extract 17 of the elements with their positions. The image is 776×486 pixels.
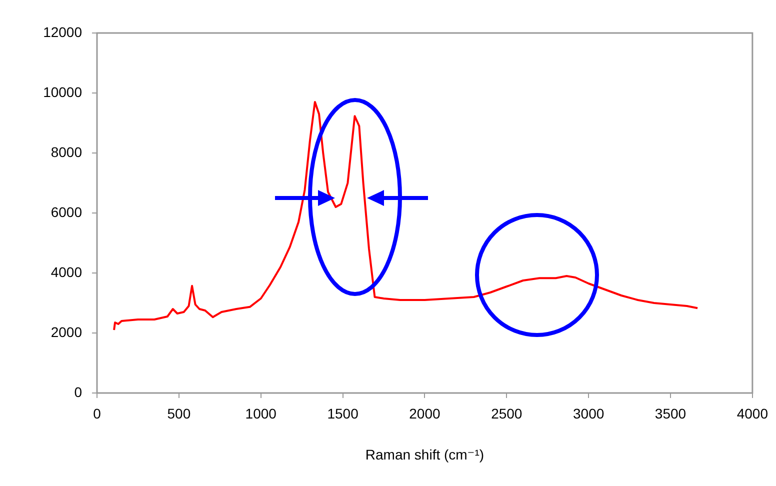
x-axis-title: Raman shift (cm⁻¹) — [365, 446, 484, 462]
y-tick-label: 8000 — [50, 144, 82, 160]
x-tick-label: 4000 — [736, 405, 768, 422]
x-tick-label: 500 — [167, 405, 191, 422]
x-tick-label: 1000 — [245, 405, 277, 422]
x-tick-label: 2000 — [409, 405, 440, 422]
y-tick-label: 4000 — [50, 264, 82, 280]
y-tick-label: 0 — [74, 384, 82, 400]
y-tick-label: 12000 — [43, 24, 82, 40]
x-tick-label: 3500 — [654, 405, 686, 422]
x-tick-label: 0 — [93, 405, 102, 422]
x-tick-label: 2500 — [491, 405, 522, 422]
x-tick-label: 1500 — [327, 405, 359, 422]
y-tick-label: 2000 — [50, 324, 82, 340]
y-tick-label: 6000 — [50, 204, 82, 220]
x-tick-label: 3000 — [572, 405, 604, 422]
y-tick-label: 10000 — [43, 84, 82, 100]
